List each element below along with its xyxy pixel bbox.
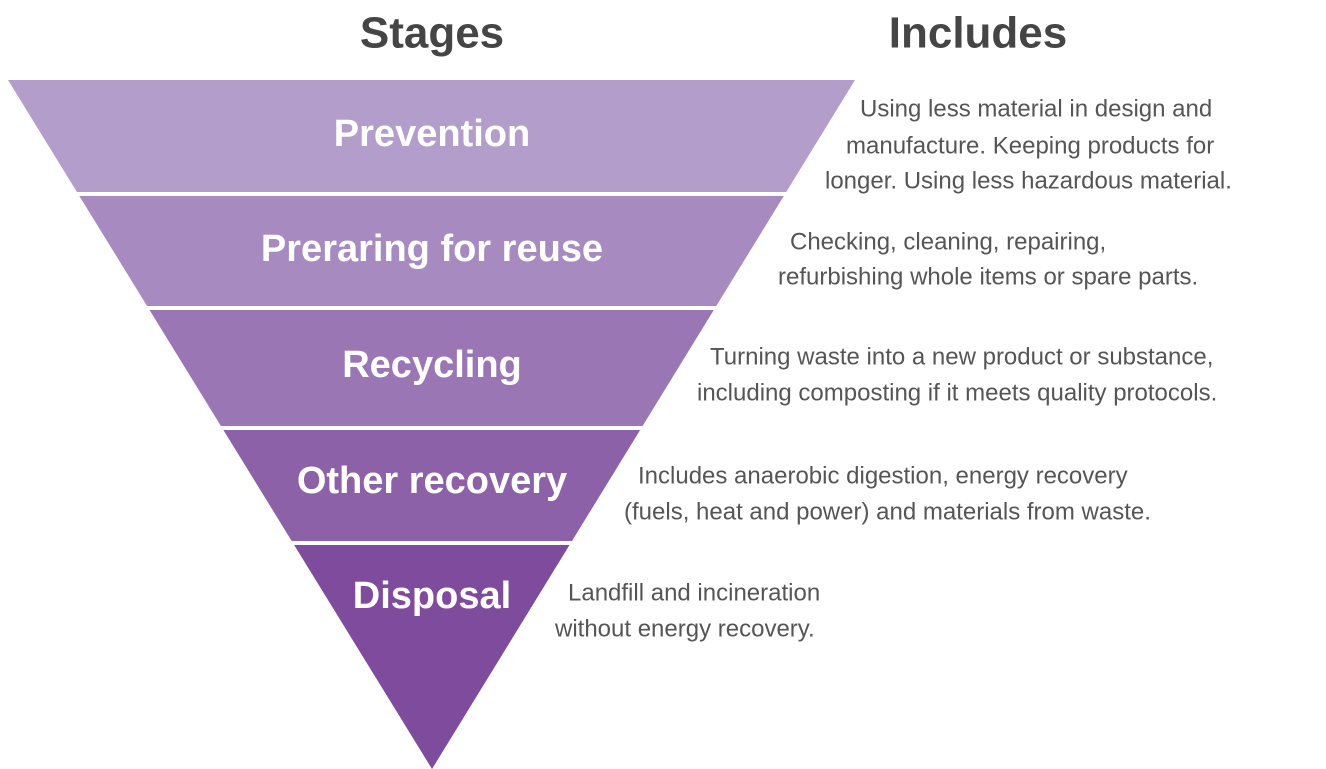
stage-band (294, 545, 570, 769)
stage-description: longer. Using less hazardous material. (825, 167, 1232, 194)
stage-band (8, 80, 855, 192)
stage-description: Checking, cleaning, repairing, (790, 228, 1106, 255)
stage-description: refurbishing whole items or spare parts. (778, 263, 1198, 290)
includes-header: Includes (889, 9, 1068, 58)
stage-band (79, 196, 784, 306)
stages-header: Stages (360, 9, 504, 58)
stage-description: Using less material in design and (860, 95, 1212, 122)
stage-band (223, 430, 641, 541)
stage-label: Preraring for reuse (261, 228, 603, 270)
stage-band (149, 310, 714, 426)
stage-label: Recycling (342, 344, 522, 386)
stage-description: Includes anaerobic digestion, energy rec… (638, 462, 1128, 489)
stage-description: (fuels, heat and power) and materials fr… (624, 498, 1151, 525)
stage-description: without energy recovery. (554, 615, 815, 642)
stage-description: manufacture. Keeping products for (846, 132, 1214, 159)
stage-description: including composting if it meets quality… (697, 379, 1217, 406)
stage-description: Turning waste into a new product or subs… (710, 343, 1213, 370)
stage-label: Disposal (353, 575, 511, 617)
stage-description: Landfill and incineration (568, 579, 820, 606)
stage-label: Other recovery (297, 460, 567, 502)
stage-label: Prevention (334, 113, 530, 155)
